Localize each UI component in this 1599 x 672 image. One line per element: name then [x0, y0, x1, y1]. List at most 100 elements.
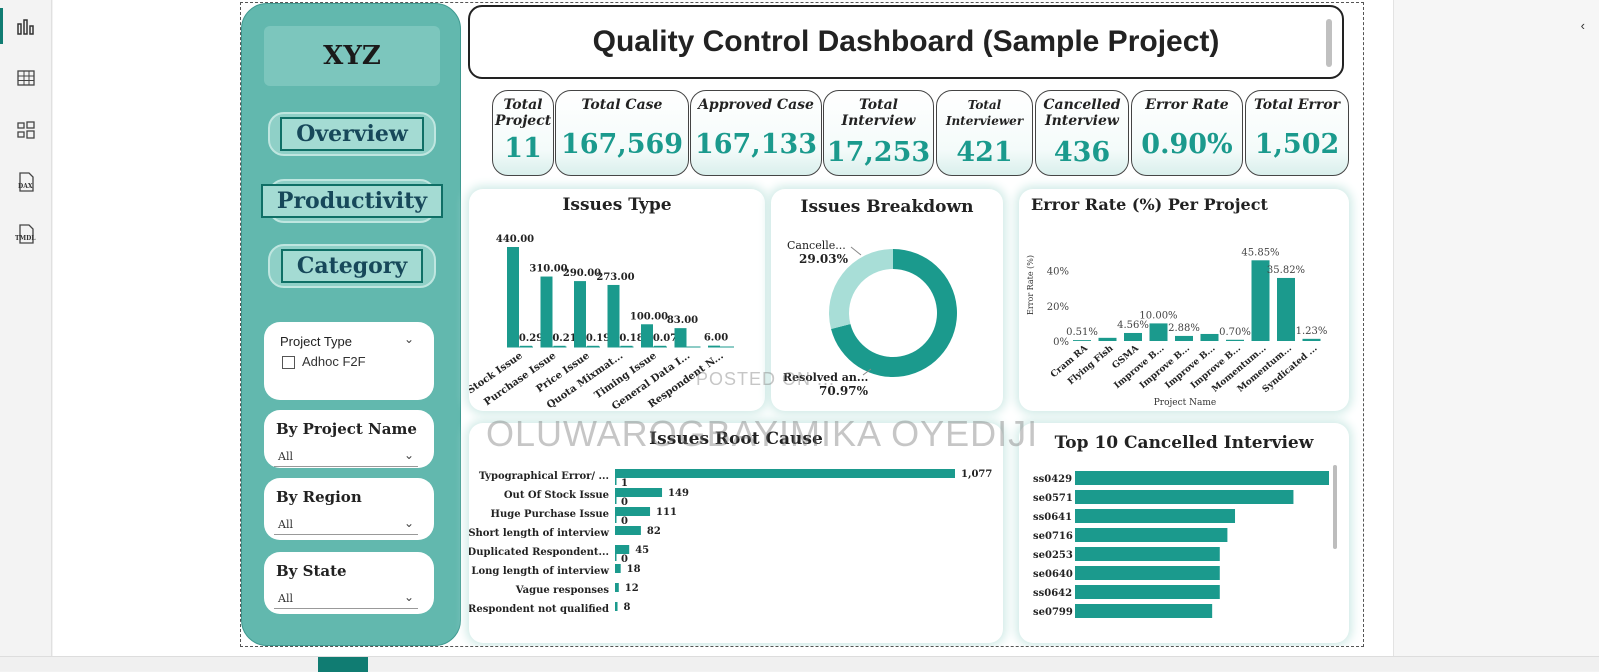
top10-bar[interactable] [1075, 528, 1228, 542]
issues-type-value-label: 273.00 [596, 272, 634, 283]
side-panel: XYZ Overview Productivity Category Proje… [241, 3, 461, 646]
root-cause-bar[interactable] [615, 469, 955, 478]
issues-type-value-label-secondary: 0.07 [653, 333, 677, 344]
error-rate-bar[interactable] [1277, 277, 1295, 341]
error-rate-ytick: 20% [1047, 302, 1069, 313]
svg-text:TMDL: TMDL [15, 235, 36, 242]
tmdl-view-icon[interactable]: TMDL [14, 222, 38, 246]
root-cause-value-label: 1,077 [961, 469, 992, 480]
state-value[interactable]: All [278, 592, 293, 605]
error-rate-bar[interactable] [1226, 339, 1244, 341]
table-view-icon[interactable] [14, 66, 38, 90]
chevron-left-icon[interactable]: ‹ [1580, 18, 1585, 33]
issues-type-bar[interactable] [507, 247, 519, 347]
root-cause-bar-secondary[interactable] [615, 554, 617, 561]
root-cause-bar[interactable] [615, 602, 618, 611]
root-cause-bar[interactable] [615, 507, 651, 516]
error-rate-bar[interactable] [1149, 323, 1168, 341]
error-rate-xlabel: Project Name [1154, 398, 1217, 408]
top10-cancelled-title: Top 10 Cancelled Interview [1054, 433, 1314, 453]
left-rail: DAX TMDL [0, 0, 52, 656]
page-tab-active[interactable] [318, 657, 368, 672]
root-cause-category-label: Typographical Error/ ... [479, 471, 609, 482]
issues-type-value-label: 290.00 [563, 268, 601, 279]
error-rate-bar[interactable] [1175, 335, 1193, 341]
root-cause-bar[interactable] [615, 545, 630, 554]
top10-bar[interactable] [1075, 585, 1220, 599]
visualizations-pane[interactable]: ‹ [1393, 0, 1599, 656]
root-cause-value-label-secondary: 0 [621, 516, 628, 527]
issues-type-bar[interactable] [674, 328, 687, 347]
nav-productivity-button[interactable]: Productivity [260, 179, 444, 223]
active-view-indicator [0, 8, 3, 44]
report-view-icon[interactable] [14, 14, 38, 38]
issues-type-bar[interactable] [540, 276, 553, 347]
project-name-value[interactable]: All [278, 450, 293, 463]
top10-bar[interactable] [1075, 471, 1329, 485]
issues-type-bar-secondary[interactable] [553, 345, 566, 347]
state-slicer[interactable]: By State All ⌄ [264, 552, 434, 614]
root-cause-card: Issues Root Cause Typographical Error/ .… [469, 423, 1003, 643]
adhoc-checkbox[interactable] [282, 356, 295, 369]
top10-scrollbar[interactable] [1333, 465, 1337, 549]
region-slicer[interactable]: By Region All ⌄ [264, 478, 434, 540]
error-rate-value-label: 4.56% [1117, 320, 1149, 331]
chevron-down-icon[interactable]: ⌄ [403, 448, 414, 462]
kpi-value: 1,502 [1254, 129, 1340, 160]
nav-productivity-label: Productivity [260, 184, 444, 218]
dropdown-underline [274, 466, 418, 467]
root-cause-bar-secondary[interactable] [615, 516, 617, 523]
root-cause-value-label: 82 [647, 526, 661, 537]
region-value[interactable]: All [278, 518, 293, 531]
project-name-slicer[interactable]: By Project Name All ⌄ [264, 410, 434, 468]
top10-bar[interactable] [1075, 547, 1220, 561]
top10-category-label: se0571 [1033, 493, 1073, 504]
model-view-icon[interactable] [14, 118, 38, 142]
root-cause-bar[interactable] [615, 488, 663, 497]
root-cause-bar-secondary[interactable] [615, 497, 617, 504]
top10-bar[interactable] [1075, 509, 1236, 523]
chevron-down-icon[interactable]: ⌄ [403, 590, 414, 604]
chevron-down-icon[interactable]: ⌄ [403, 332, 414, 346]
kpi-error-rate: Error Rate 0.90% [1131, 90, 1243, 176]
project-type-slicer[interactable]: Project Type ⌄ Adhoc F2F [264, 322, 434, 400]
issues-type-bar-secondary[interactable] [654, 345, 666, 347]
donut-slice[interactable] [831, 249, 957, 377]
nav-overview-button[interactable]: Overview [268, 112, 436, 156]
error-rate-bar[interactable] [1073, 340, 1091, 341]
error-rate-bar[interactable] [1098, 337, 1117, 341]
chevron-down-icon[interactable]: ⌄ [403, 516, 414, 530]
top10-category-label: se0716 [1033, 531, 1073, 542]
error-rate-value-label: 0.51% [1066, 327, 1098, 338]
error-rate-bar[interactable] [1124, 332, 1142, 341]
kpi-label: Total Interviewer [945, 98, 1024, 128]
nav-category-button[interactable]: Category [268, 244, 436, 288]
root-cause-category-label: Respondent not qualified [469, 604, 609, 615]
donut-slice[interactable] [829, 249, 893, 330]
top10-bar[interactable] [1075, 566, 1220, 580]
top10-bar[interactable] [1075, 604, 1213, 618]
issues-type-bar[interactable] [708, 345, 720, 347]
error-rate-bar[interactable] [1302, 338, 1321, 341]
error-rate-bar[interactable] [1251, 260, 1270, 341]
root-cause-bar[interactable] [615, 526, 641, 535]
issues-type-bar[interactable] [607, 284, 620, 347]
dax-query-icon[interactable]: DAX [14, 170, 38, 194]
root-cause-value-label: 149 [668, 488, 689, 499]
issues-type-bar[interactable] [641, 324, 653, 347]
issues-type-bar-secondary[interactable] [620, 345, 633, 347]
root-cause-bar-secondary[interactable] [615, 478, 617, 485]
region-title: By Region [276, 488, 362, 506]
error-rate-bar[interactable] [1200, 333, 1219, 341]
issues-type-title: Issues Type [562, 195, 672, 215]
project-type-title: Project Type [280, 334, 353, 349]
root-cause-category-label: Vague responses [515, 585, 610, 596]
root-cause-bar[interactable] [615, 564, 621, 573]
issues-type-bar-secondary[interactable] [520, 345, 532, 347]
title-scrollbar[interactable] [1326, 19, 1332, 67]
issues-type-bar[interactable] [574, 281, 586, 347]
top10-bar[interactable] [1075, 490, 1294, 504]
issues-type-bar-secondary[interactable] [587, 345, 599, 347]
root-cause-bar[interactable] [615, 583, 619, 592]
